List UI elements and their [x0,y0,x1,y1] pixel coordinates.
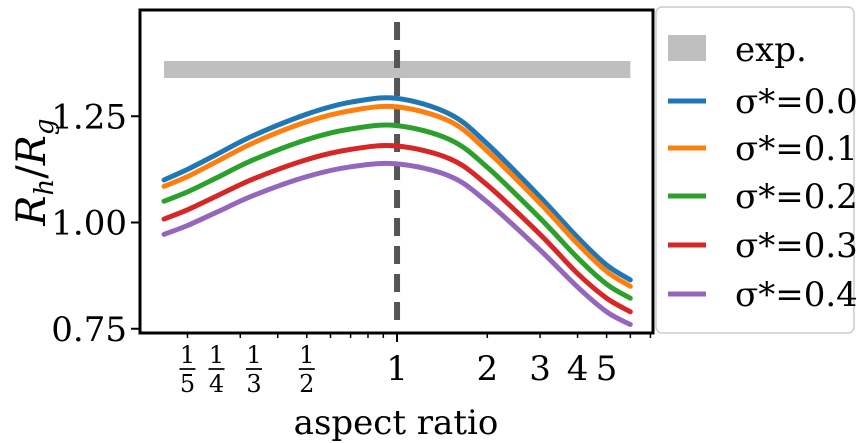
svg-text:1: 1 [180,341,195,369]
svg-text:2: 2 [299,370,314,398]
series-line-3 [161,143,633,315]
x-tick-label-3: 12 [298,341,315,398]
legend-label-2: σ*=0.2 [735,177,857,217]
legend-label-4: σ*=0.4 [735,275,857,315]
legend-swatch-exp [668,35,706,61]
x-axis-label: aspect ratio [294,403,499,443]
svg-text:Rh/Rg: Rh/Rg [9,118,60,226]
series-line-2 [161,122,633,301]
legend-label-0: σ*=0.0 [735,82,857,122]
svg-text:1: 1 [209,341,224,369]
svg-text:1: 1 [246,341,261,369]
legend-label-exp: exp. [735,30,807,70]
x-tick-label-7: 4 [567,349,589,389]
series-line-4 [161,160,633,327]
series-line-1 [161,103,633,289]
y-tick-label-2: 1.25 [51,97,127,137]
svg-text:4: 4 [209,370,224,398]
exp-band [163,61,631,78]
svg-text:5: 5 [180,370,195,398]
plot-frame [138,8,655,335]
x-tick-label-1: 14 [208,341,225,398]
legend-label-1: σ*=0.1 [735,129,857,169]
series-line-0 [161,95,633,283]
x-tick-label-8: 5 [596,349,618,389]
y-tick-label-0: 0.75 [51,310,127,350]
legend-box [655,6,855,334]
y-tick-label-1: 1.00 [51,204,127,244]
svg-text:1: 1 [299,341,314,369]
legend-label-3: σ*=0.3 [735,226,857,266]
x-tick-label-2: 13 [245,341,262,398]
x-tick-label-5: 2 [476,349,498,389]
y-axis-label: Rh/Rg [9,118,60,226]
x-tick-label-6: 3 [529,349,551,389]
x-tick-label-4: 1 [386,349,408,389]
svg-text:3: 3 [246,370,261,398]
x-tick-label-0: 15 [179,341,196,398]
